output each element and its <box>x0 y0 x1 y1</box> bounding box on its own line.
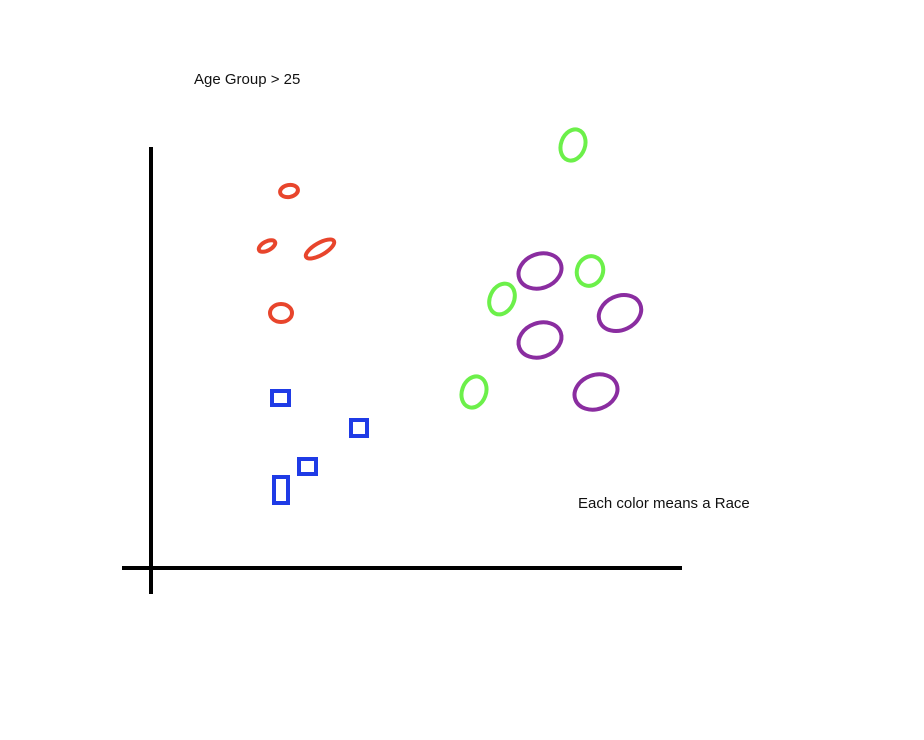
red-marker <box>256 238 278 254</box>
red-group <box>256 182 337 324</box>
purple-marker <box>572 372 620 412</box>
diagram-title: Age Group > 25 <box>194 71 301 88</box>
blue-marker <box>349 418 369 438</box>
green-marker <box>558 127 588 163</box>
legend-note: Each color means a Race <box>578 495 750 512</box>
blue-marker <box>297 457 318 476</box>
blue-marker <box>272 475 290 505</box>
blue-group <box>270 389 369 505</box>
blue-marker <box>270 389 291 407</box>
green-group <box>459 127 606 410</box>
green-marker <box>574 254 606 288</box>
green-marker <box>487 281 517 317</box>
red-marker <box>303 237 337 261</box>
purple-marker <box>516 251 564 291</box>
purple-marker <box>516 320 564 360</box>
purple-marker <box>596 293 644 333</box>
green-marker <box>459 374 489 410</box>
red-marker <box>268 302 294 324</box>
purple-group <box>516 251 644 412</box>
red-marker <box>278 182 300 200</box>
